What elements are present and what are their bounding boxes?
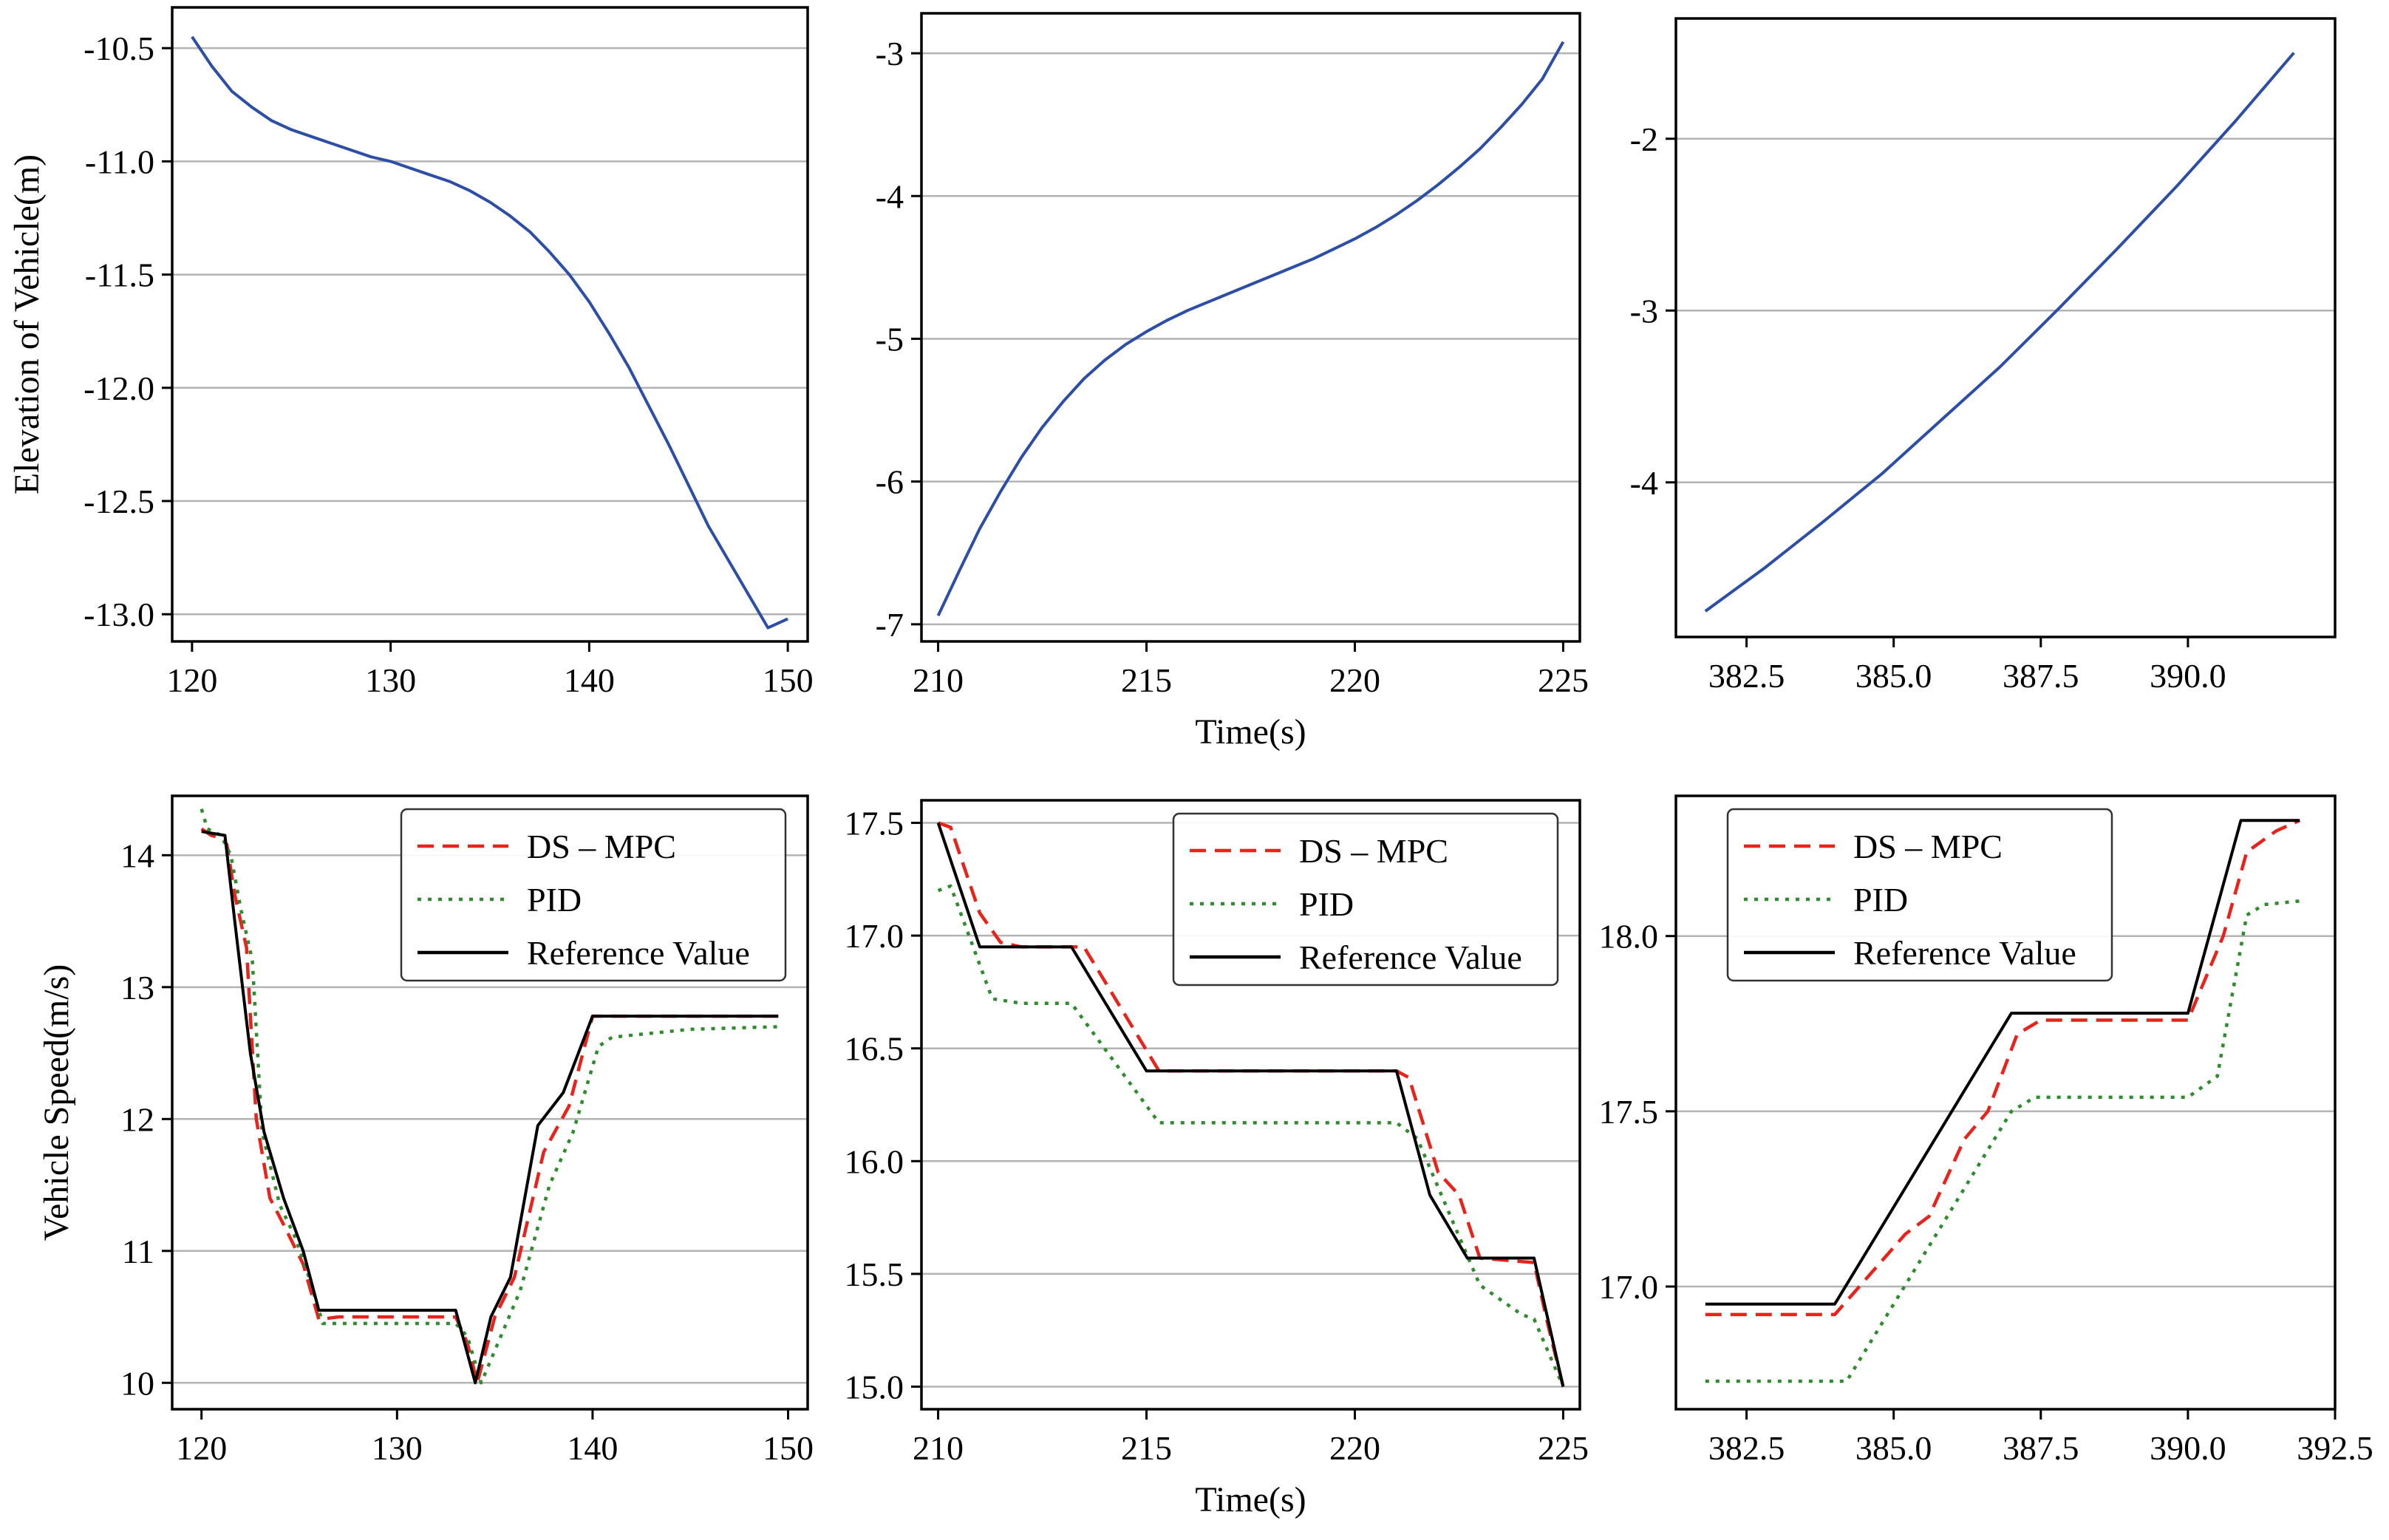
y-tick-label: -12.5 <box>84 483 154 520</box>
series-line-elevation <box>1704 52 2295 613</box>
legend-label: DS – MPC <box>1853 828 2003 865</box>
y-tick-label: -3 <box>876 35 904 72</box>
series-line-elevation <box>936 41 1565 617</box>
y-tick-label: 17.5 <box>845 805 904 842</box>
plot-frame <box>171 794 809 1411</box>
x-tick-label: 225 <box>1538 1429 1589 1467</box>
y-tick-label: 11 <box>122 1233 154 1270</box>
y-tick-label: -11.0 <box>85 143 154 180</box>
y-tick-label: 17.5 <box>1599 1093 1659 1131</box>
y-tick-label: -4 <box>876 177 904 215</box>
y-tick-label: -5 <box>876 320 904 358</box>
x-tick-label: 210 <box>913 1429 964 1467</box>
x-tick-label: 385.0 <box>1855 657 1932 695</box>
y-tick-label: 10 <box>120 1364 154 1402</box>
legend: DS – MPC PID Reference Value <box>400 808 787 982</box>
x-tick-label: 130 <box>365 661 416 699</box>
chart-panel-6: 18.0 17.5 17.0 382.5 385.0 387.5 390.0 392.5 DS … <box>1599 794 2373 1467</box>
series-line-reference-value <box>1705 819 2300 1306</box>
x-tick-label: 120 <box>176 1429 227 1467</box>
legend-box <box>1172 812 1559 987</box>
legend-box <box>400 808 787 982</box>
plot-frame <box>171 6 809 643</box>
x-tick-label: 387.5 <box>2003 657 2079 695</box>
plot-frame <box>1674 17 2337 638</box>
legend-label: Reference Value <box>1853 934 2076 972</box>
y-axis-label: Vehicle Speed(m/s) <box>37 964 76 1241</box>
x-tick-label: 150 <box>763 661 814 699</box>
x-tick-label: 120 <box>166 661 217 699</box>
y-tick-label: -3 <box>1630 292 1658 330</box>
series-line-pid <box>200 808 779 1385</box>
x-tick-label: 220 <box>1329 661 1380 699</box>
y-tick-label: -13.0 <box>84 596 154 633</box>
series-line-reference-value <box>936 822 1565 1387</box>
x-tick-label: 215 <box>1121 661 1172 699</box>
y-tick-label: 15.0 <box>845 1368 904 1406</box>
x-tick-label: 382.5 <box>1708 657 1785 695</box>
legend: DS – MPC PID Reference Value <box>1726 808 2113 982</box>
x-axis-label: Time(s) <box>1195 712 1306 752</box>
x-tick-label: 392.5 <box>2297 1429 2373 1467</box>
x-tick-label: 210 <box>913 661 964 699</box>
series-line-elevation <box>191 35 788 630</box>
legend-label: Reference Value <box>1299 938 1522 976</box>
x-tick-label: 140 <box>564 661 615 699</box>
x-tick-label: 130 <box>372 1429 423 1467</box>
series-line-reference-value <box>201 830 779 1385</box>
legend-label: DS – MPC <box>1299 832 1448 870</box>
y-tick-label: 16.0 <box>845 1142 904 1180</box>
legend: DS – MPC PID Reference Value <box>1172 812 1559 987</box>
y-tick-label: -2 <box>1630 120 1658 158</box>
x-tick-label: 215 <box>1121 1429 1172 1467</box>
y-axis-label: Elevation of Vehicle(m) <box>7 154 47 494</box>
y-tick-label: 17.0 <box>845 917 904 955</box>
y-tick-label: 14 <box>120 837 154 874</box>
y-tick-label: 13 <box>120 969 154 1006</box>
series-line-pid <box>1705 899 2300 1383</box>
series-line-ds-mpc <box>1705 819 2301 1317</box>
x-tick-label: 385.0 <box>1855 1429 1932 1467</box>
y-tick-label: 16.5 <box>845 1030 904 1068</box>
x-tick-label: 225 <box>1538 661 1589 699</box>
y-tick-label: -11.5 <box>85 256 154 294</box>
legend-label: PID <box>1853 881 1908 919</box>
y-tick-label: -7 <box>876 606 904 644</box>
series-line-ds-mpc <box>200 827 779 1385</box>
legend-label: PID <box>527 881 582 919</box>
y-tick-label: 12 <box>120 1100 154 1138</box>
x-tick-label: 390.0 <box>2150 1429 2226 1467</box>
x-tick-label: 150 <box>763 1429 814 1467</box>
plot-frame <box>920 12 1581 643</box>
legend-label: DS – MPC <box>527 828 676 865</box>
x-tick-label: 140 <box>567 1429 618 1467</box>
y-tick-label: -6 <box>876 463 904 501</box>
y-tick-label: -4 <box>1630 464 1658 502</box>
x-tick-label: 382.5 <box>1708 1429 1785 1467</box>
x-tick-label: 390.0 <box>2150 657 2226 695</box>
plot-frame <box>920 799 1581 1411</box>
x-tick-label: 387.5 <box>2003 1429 2079 1467</box>
y-tick-label: -10.5 <box>84 30 154 67</box>
y-tick-label: -12.0 <box>84 369 154 407</box>
legend-label: PID <box>1299 885 1354 923</box>
x-axis-label: Time(s) <box>1195 1480 1306 1519</box>
y-tick-label: 17.0 <box>1599 1268 1659 1306</box>
y-tick-label: 18.0 <box>1599 918 1659 955</box>
chart-panel-4: 14 13 12 11 10 120 130 140 150 Vehicle Speed(m/s)… <box>37 794 814 1467</box>
plot-frame <box>1674 794 2337 1411</box>
chart-panel-3: -2 -3 -4 382.5 385.0 387.5 390.0 <box>1630 17 2337 695</box>
x-tick-label: 220 <box>1329 1429 1380 1467</box>
legend-label: Reference Value <box>527 934 750 972</box>
legend-box <box>1726 808 2113 982</box>
y-tick-label: 15.5 <box>845 1255 904 1293</box>
chart-panel-1: -10.5 -11.0 -11.5 -12.0 -12.5 -13.0 120 130 140 1… <box>7 6 814 699</box>
